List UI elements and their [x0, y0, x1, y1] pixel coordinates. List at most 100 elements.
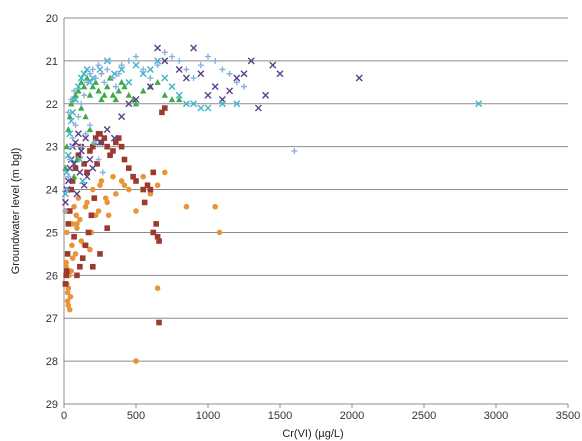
data-point	[78, 100, 85, 107]
data-point	[64, 177, 72, 185]
data-point	[144, 182, 151, 189]
data-point	[104, 143, 110, 150]
data-point	[64, 289, 71, 296]
data-point	[104, 199, 110, 206]
data-point	[98, 178, 105, 184]
data-point	[63, 186, 70, 193]
data-point	[118, 78, 125, 85]
data-point	[70, 160, 78, 168]
data-point	[64, 298, 71, 304]
data-point	[121, 83, 128, 90]
data-point	[79, 177, 87, 185]
data-point	[69, 135, 76, 142]
data-point	[132, 61, 140, 69]
data-point	[65, 221, 72, 227]
data-point	[90, 143, 96, 150]
x-tick-label: 2000	[340, 410, 364, 422]
x-axis-title: Cr(VI) (µg/L)	[282, 428, 343, 440]
data-point	[154, 44, 162, 52]
data-point	[72, 165, 79, 171]
data-point	[103, 126, 111, 134]
y-tick-label: 27	[46, 313, 58, 325]
data-point	[125, 78, 133, 86]
data-point	[233, 79, 240, 86]
data-point	[212, 57, 219, 64]
data-point	[110, 173, 116, 180]
data-point	[183, 66, 190, 73]
y-tick-label: 28	[46, 356, 58, 368]
data-point	[68, 143, 75, 150]
data-point	[219, 66, 226, 73]
data-point	[79, 255, 86, 261]
data-point	[240, 70, 248, 78]
data-point	[126, 186, 132, 193]
data-point	[139, 70, 147, 78]
data-point	[183, 203, 190, 210]
data-point	[132, 100, 140, 107]
data-point	[121, 182, 128, 189]
data-point	[61, 198, 69, 206]
data-point	[95, 87, 102, 94]
data-point	[262, 91, 270, 99]
data-point	[175, 91, 183, 99]
data-point	[133, 53, 139, 60]
data-point	[154, 62, 161, 69]
data-point	[109, 75, 116, 82]
data-point	[84, 169, 90, 176]
y-axis-title: Groundwater level (m bgl)	[10, 148, 22, 275]
tick-labels: 20 21 22 23 24 25 26 27 28 290 500 1000 1500 2000 2500…	[46, 13, 580, 422]
data-point	[92, 135, 99, 141]
data-point	[77, 263, 83, 270]
x-tick-label: 2500	[412, 410, 436, 422]
axes	[63, 17, 569, 408]
data-point	[147, 186, 154, 193]
data-point	[133, 358, 139, 364]
data-point	[78, 143, 85, 150]
data-point	[78, 104, 85, 111]
data-point	[86, 156, 94, 164]
data-point	[76, 168, 84, 176]
data-point	[95, 208, 102, 214]
data-point	[125, 91, 132, 98]
data-point	[233, 74, 241, 82]
data-point	[68, 186, 74, 193]
data-point	[107, 57, 114, 64]
data-point	[140, 66, 147, 73]
data-point	[81, 161, 87, 167]
data-point	[97, 131, 103, 137]
y-tick-label: 29	[46, 399, 58, 411]
x-tick-label: 1000	[196, 410, 220, 422]
data-point	[154, 78, 161, 85]
x-tick-label: 3500	[556, 410, 580, 422]
data-point	[140, 87, 147, 94]
data-point	[92, 212, 99, 219]
data-point	[72, 91, 79, 98]
data-point	[130, 173, 136, 180]
data-point	[78, 238, 85, 244]
data-point	[82, 130, 89, 137]
data-point	[69, 178, 76, 184]
data-point	[91, 139, 98, 146]
data-point	[197, 70, 205, 78]
data-point	[65, 285, 72, 292]
data-point	[175, 65, 183, 73]
data-point	[66, 208, 73, 214]
data-point	[90, 263, 96, 270]
data-point	[190, 75, 197, 82]
data-point	[168, 83, 176, 91]
data-point	[147, 191, 154, 197]
data-point	[82, 242, 89, 249]
data-point	[65, 109, 72, 116]
data-point	[74, 272, 80, 279]
data-point	[96, 138, 104, 146]
data-point	[69, 221, 76, 227]
data-point	[118, 178, 125, 184]
data-point	[141, 199, 148, 206]
data-point	[247, 57, 255, 65]
data-point	[150, 169, 157, 176]
data-point	[68, 100, 75, 107]
data-point	[67, 293, 74, 300]
data-points	[61, 44, 483, 364]
